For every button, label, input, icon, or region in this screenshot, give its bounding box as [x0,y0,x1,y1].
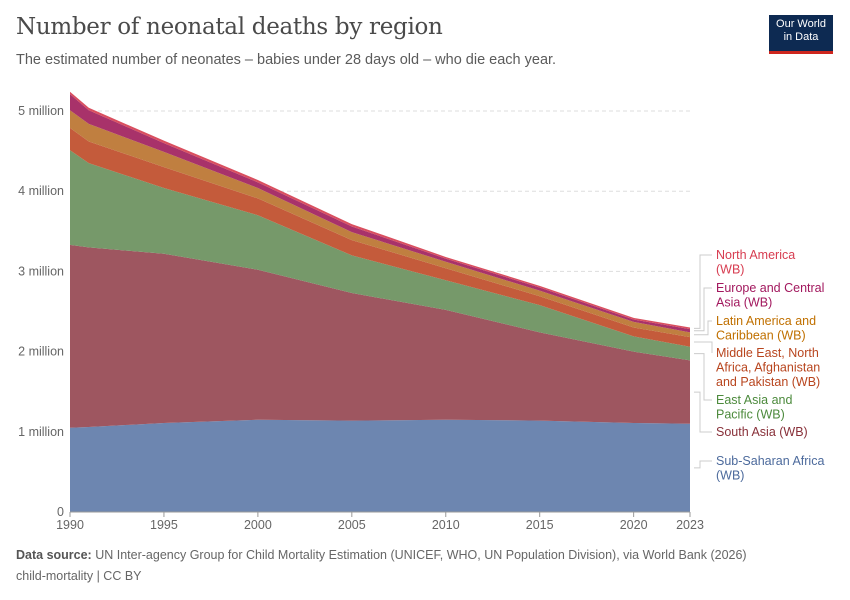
legend-label-line: Asia (WB) [716,296,772,310]
legend-label-line: Europe and Central [716,281,824,295]
legend-label-line: Caribbean (WB) [716,329,806,343]
legend-label[interactable]: East Asia and Pacific (WB) [716,393,792,422]
chart-subtitle: The estimated number of neonates – babie… [16,52,557,68]
logo-line1: Our World [776,18,826,30]
y-tick-label: 1 million [18,425,64,439]
legend-connector [694,254,712,329]
source-text[interactable]: UN Inter-agency Group for Child Mortalit… [95,548,747,562]
area-east-asia-and-pacific-wb[interactable] [70,150,690,361]
legend-label-line: North America [716,248,795,262]
y-tick-label: 4 million [18,184,64,198]
y-tick-label: 3 million [18,264,64,278]
y-tick-label: 5 million [18,104,64,118]
area-sub-saharan-africa-wb[interactable] [70,419,690,512]
legend-label-line: Pacific (WB) [716,408,785,422]
legend-label-line: and Pakistan (WB) [716,375,820,389]
legend-label-line: Africa, Afghanistan [716,361,820,375]
legend-connector [694,320,712,336]
footer-source: Data source: UN Inter-agency Group for C… [16,548,747,562]
x-tick-label: 2020 [620,518,648,532]
y-tick-label: 0 [57,505,64,519]
stacked-area-chart: 0 1 million 2 million 3 million 4 million 5 m… [18,91,824,532]
legend-label[interactable]: South Asia (WB) [716,425,808,439]
x-tick-label: 1990 [56,518,84,532]
legend-label-line: South Asia (WB) [716,425,808,439]
legend-connector [694,287,712,332]
legend-label-line: (WB) [716,469,744,483]
legend-connector [694,341,713,353]
legend-label[interactable]: Middle East, North Africa, Afghanistan and… [716,346,820,389]
area-south-asia-wb[interactable] [70,244,690,428]
x-tick-label: 1995 [150,518,178,532]
logo-line2: in Data [783,31,819,43]
owid-logo[interactable]: Our World in Data [769,15,833,54]
source-label: Data source: [16,548,92,562]
x-tick-label: 2000 [244,518,272,532]
legend-label-line: (WB) [716,263,744,277]
chart-title: Number of neonatal deaths by region [16,14,443,40]
legend-connector [694,460,712,469]
legend-connector [694,391,712,433]
footer-note[interactable]: child-mortality | CC BY [16,569,142,583]
legend-label-line: Middle East, North [716,346,819,360]
legend-connector [694,353,712,401]
y-tick-label: 2 million [18,345,64,359]
legend-label-line: Sub-Saharan Africa [716,454,824,468]
x-tick-label: 2023 [676,518,704,532]
x-tick-label: 2010 [432,518,460,532]
legend-label[interactable]: Europe and Central Asia (WB) [716,281,824,310]
legend-label[interactable]: Sub-Saharan Africa (WB) [716,454,824,483]
legend-label-line: East Asia and [716,393,792,407]
legend-label[interactable]: North America (WB) [716,248,795,277]
x-tick-label: 2015 [526,518,554,532]
x-tick-label: 2005 [338,518,366,532]
legend-label-line: Latin America and [716,314,816,328]
legend-label[interactable]: Latin America and Caribbean (WB) [716,314,816,343]
